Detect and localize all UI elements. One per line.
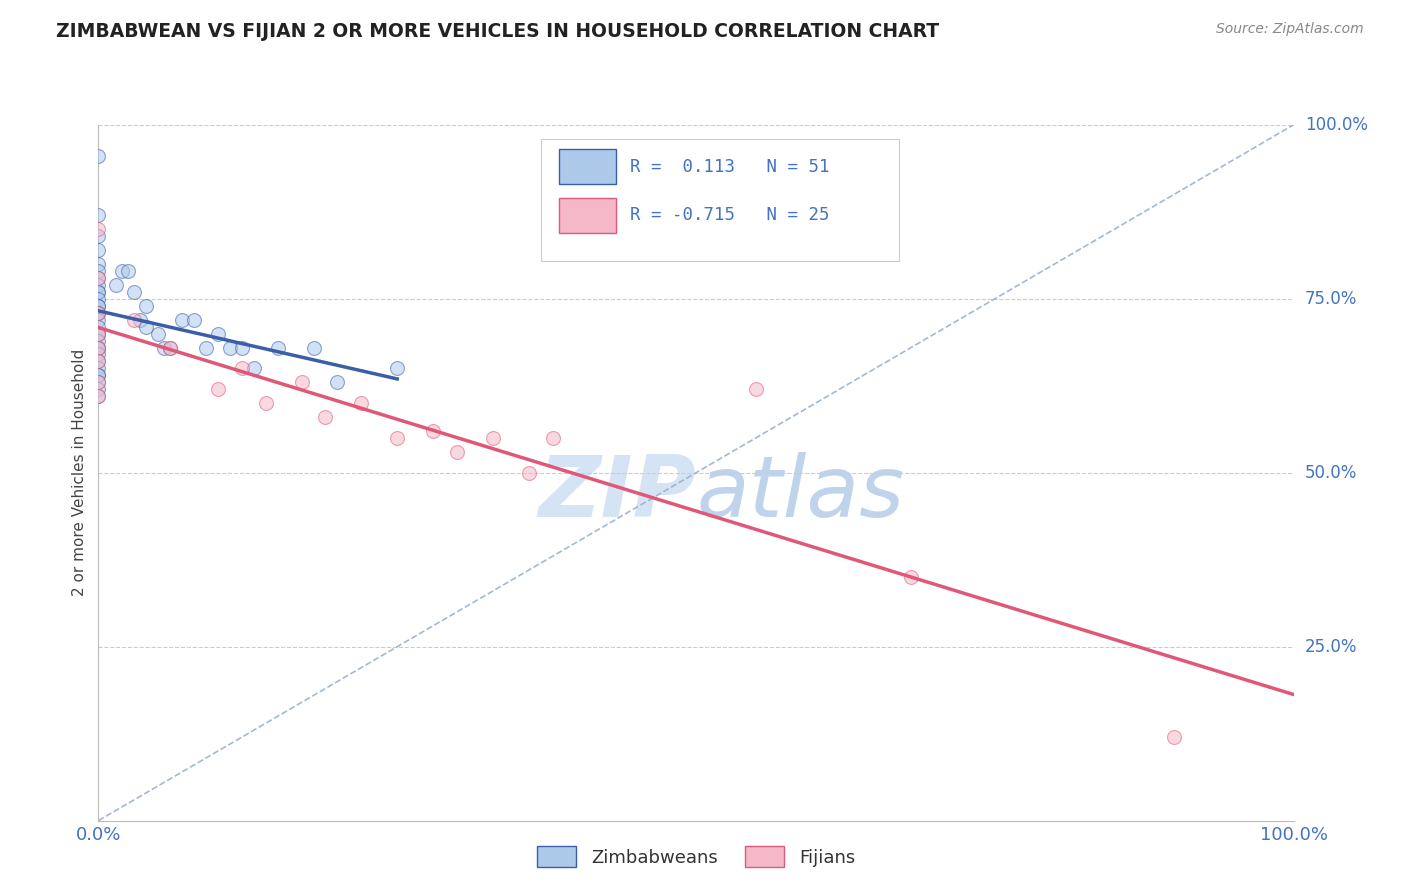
Point <box>231 361 253 376</box>
Text: 25.0%: 25.0% <box>1305 638 1357 656</box>
Point <box>153 341 176 355</box>
Point <box>111 264 134 278</box>
Point <box>219 341 242 355</box>
Point <box>350 396 373 410</box>
Y-axis label: 2 or more Vehicles in Household: 2 or more Vehicles in Household <box>72 349 87 597</box>
Point <box>172 312 194 326</box>
Point <box>87 306 110 320</box>
Point <box>87 389 110 403</box>
Point <box>87 354 110 368</box>
Point <box>87 222 110 236</box>
Point <box>207 382 229 396</box>
Point <box>422 424 444 438</box>
Text: 75.0%: 75.0% <box>1305 290 1357 308</box>
Point <box>105 277 128 292</box>
Point <box>117 264 139 278</box>
Text: atlas: atlas <box>696 452 904 535</box>
Point <box>87 382 110 396</box>
Text: R =  0.113   N = 51: R = 0.113 N = 51 <box>630 158 830 176</box>
Text: 100.0%: 100.0% <box>1305 116 1368 134</box>
Point <box>87 208 110 222</box>
Point <box>87 306 110 320</box>
Legend: Zimbabweans, Fijians: Zimbabweans, Fijians <box>530 839 862 874</box>
Point <box>290 376 312 390</box>
Point <box>87 277 110 292</box>
Point <box>159 341 181 355</box>
Point <box>87 361 110 376</box>
Point <box>87 319 110 334</box>
Point <box>517 466 540 480</box>
Point <box>87 347 110 361</box>
Point <box>267 341 290 355</box>
Text: R = -0.715   N = 25: R = -0.715 N = 25 <box>630 206 830 224</box>
Point <box>326 376 349 390</box>
Point <box>87 341 110 355</box>
Point <box>302 341 325 355</box>
Point <box>87 312 110 326</box>
Point <box>541 431 564 445</box>
Point <box>87 285 110 299</box>
Point <box>87 299 110 313</box>
FancyBboxPatch shape <box>540 139 900 260</box>
Point <box>87 389 110 403</box>
Point <box>207 326 229 341</box>
Point <box>87 306 110 320</box>
Point <box>124 312 146 326</box>
Point <box>745 382 768 396</box>
Point <box>481 431 505 445</box>
Point <box>87 326 110 341</box>
Point <box>243 361 266 376</box>
Point <box>87 271 110 285</box>
Point <box>124 285 146 299</box>
Point <box>315 410 337 425</box>
Point <box>87 354 110 368</box>
Point <box>87 292 110 306</box>
Point <box>385 361 409 376</box>
Point <box>87 368 110 383</box>
Text: Source: ZipAtlas.com: Source: ZipAtlas.com <box>1216 22 1364 37</box>
Point <box>385 431 409 445</box>
Point <box>87 341 110 355</box>
Point <box>194 341 217 355</box>
Point <box>87 376 110 390</box>
Point <box>87 149 110 163</box>
Point <box>87 271 110 285</box>
Point <box>135 319 157 334</box>
Bar <box>558 149 616 184</box>
Point <box>159 341 181 355</box>
Point <box>87 285 110 299</box>
Point <box>129 312 152 326</box>
Text: ZIMBABWEAN VS FIJIAN 2 OR MORE VEHICLES IN HOUSEHOLD CORRELATION CHART: ZIMBABWEAN VS FIJIAN 2 OR MORE VEHICLES … <box>56 22 939 41</box>
Point <box>87 326 110 341</box>
Point <box>446 445 468 459</box>
Point <box>87 243 110 257</box>
Point <box>87 326 110 341</box>
Point <box>254 396 277 410</box>
Point <box>87 257 110 271</box>
Point <box>87 368 110 383</box>
Point <box>87 229 110 244</box>
Point <box>135 299 157 313</box>
Point <box>900 570 922 584</box>
Point <box>87 334 110 348</box>
Point <box>87 264 110 278</box>
Point <box>87 376 110 390</box>
Point <box>87 299 110 313</box>
Point <box>1163 730 1185 744</box>
Point <box>148 326 170 341</box>
Bar <box>558 198 616 233</box>
Point <box>231 341 253 355</box>
Text: 50.0%: 50.0% <box>1305 464 1357 482</box>
Point <box>87 341 110 355</box>
Text: ZIP: ZIP <box>538 452 696 535</box>
Point <box>183 312 205 326</box>
